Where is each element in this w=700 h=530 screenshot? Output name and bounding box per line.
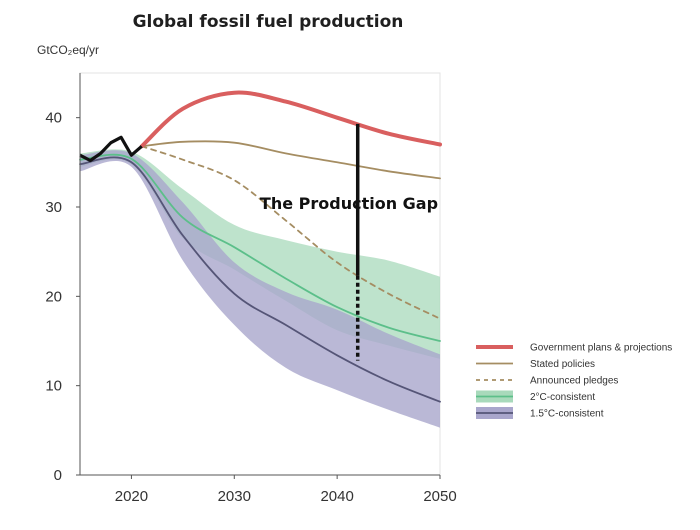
legend-label: 2°C-consistent [530, 392, 595, 403]
chart-title: Global fossil fuel production [133, 12, 404, 32]
legend-label: 1.5°C-consistent [530, 409, 604, 420]
1-5c-consistent-line [79, 156, 441, 403]
1-5c-band [80, 150, 440, 428]
x-tick-label: 2040 [320, 488, 353, 505]
legend-item: 1.5°C-consistent [476, 407, 604, 420]
x-tick-label: 2020 [115, 488, 148, 505]
production-gap-label: The Production Gap [260, 194, 438, 213]
y-tick-label: 40 [45, 110, 62, 127]
y-tick-label: 30 [45, 199, 62, 216]
x-tick-label: 2030 [218, 488, 251, 505]
stated-policies-line [140, 140, 441, 180]
legend-label: Announced pledges [530, 376, 618, 387]
production-gap-annotation: The Production Gap [260, 123, 438, 361]
y-axis-unit: GtCO₂eq/yr [37, 43, 99, 57]
scenario-bands [80, 149, 440, 428]
legend-label: Government plans & projections [530, 343, 672, 354]
legend: Government plans & projections Stated pol… [476, 343, 672, 420]
legend-item: Government plans & projections [476, 343, 672, 354]
government-plans-line [139, 90, 442, 149]
scenario-lines [79, 90, 442, 403]
announced-pledges-line [140, 145, 441, 320]
historical-line [79, 135, 143, 163]
2c-consistent-line [79, 153, 441, 342]
y-tick-label: 0 [54, 467, 62, 484]
y-tick-label: 20 [45, 288, 62, 305]
legend-item: 2°C-consistent [476, 390, 595, 403]
x-tick-label: 2050 [423, 488, 456, 505]
legend-item: Announced pledges [476, 376, 618, 387]
y-tick-label: 10 [45, 378, 62, 395]
legend-item: Stated policies [476, 359, 595, 370]
legend-label: Stated policies [530, 359, 595, 370]
